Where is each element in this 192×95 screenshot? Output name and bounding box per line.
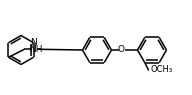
Text: N: N — [30, 38, 36, 47]
Text: O: O — [118, 46, 125, 55]
Text: NH: NH — [29, 45, 42, 54]
Text: OCH₃: OCH₃ — [151, 65, 173, 74]
